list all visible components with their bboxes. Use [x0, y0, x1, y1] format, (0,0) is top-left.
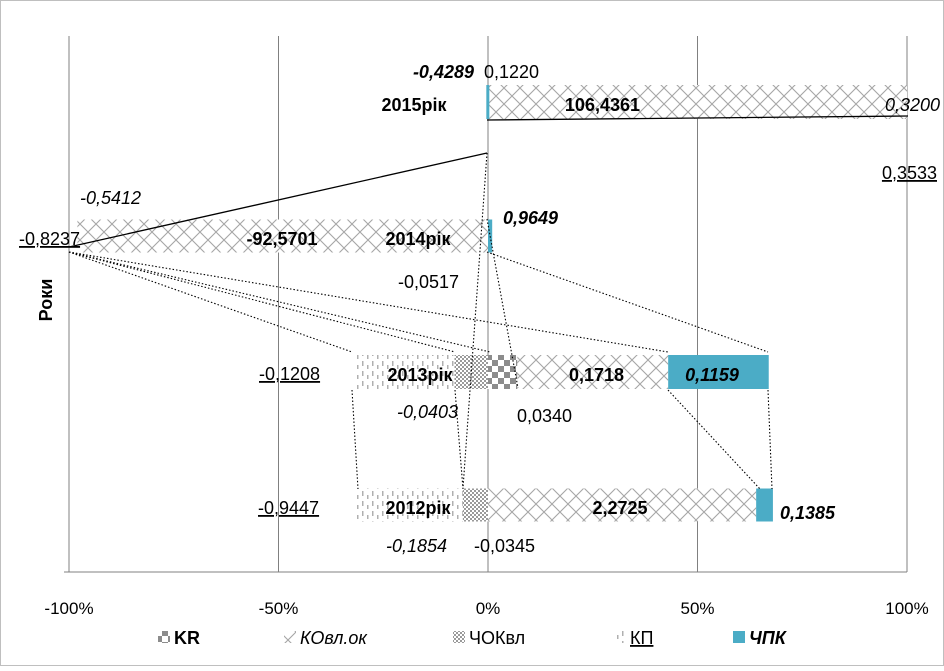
bar-KP-2012рік: [353, 488, 463, 522]
bar-CHOK-2013рік: [454, 355, 488, 389]
connector-line-0: [486, 115, 909, 121]
data-label-KP-2012рік: -0,9447: [258, 498, 319, 518]
connector-line-1: [68, 152, 488, 248]
category-label: 2015рік: [381, 95, 447, 115]
legend-label-KO: КОвл.ок: [300, 628, 368, 648]
bar-KR-2013рік: [488, 355, 518, 389]
dotted-connector-2: [68, 251, 491, 353]
legend-label-CHOK: ЧОКвл: [469, 628, 525, 648]
data-label-KR-2012рік: -0,0345: [474, 536, 535, 556]
data-label-KR-2015рік: 0,1220: [484, 62, 539, 82]
bar-KP-2013рік: [353, 355, 455, 389]
data-label-KO-2014рік: -92,5701: [246, 229, 317, 249]
legend-swatch-CHPK: [733, 631, 745, 643]
data-label-KO-2015рік: 106,4361: [565, 95, 640, 115]
data-label-KP-2015рік: 0,3533: [882, 163, 937, 183]
x-tick-label: 50%: [680, 599, 714, 618]
dotted-connector-4: [486, 251, 769, 353]
data-label-CHPK-2012рік: 0,1385: [780, 503, 836, 523]
dotted-connector-8: [454, 389, 464, 490]
x-tick-label: -50%: [259, 599, 299, 618]
data-label-CHPK-2015рік: -0,4289: [413, 62, 474, 82]
bar-KO-2014рік: [77, 219, 488, 253]
data-label-CHOK-2015рік: 0,3200: [885, 95, 940, 115]
dotted-connector-0: [68, 251, 353, 353]
category-label: 2012рік: [385, 498, 451, 518]
legend-swatch-CHOK: [453, 631, 465, 643]
dotted-connector-9: [667, 389, 761, 490]
data-label-KO-2012рік: 2,2725: [592, 498, 647, 518]
bar-CHPK-2013рік: [668, 355, 769, 389]
data-label-KR-2014рік: -0,0517: [398, 272, 459, 292]
legend-swatch-KR: [158, 631, 170, 643]
category-label: 2013рік: [387, 365, 453, 385]
bar-CHPK-2015рік: [486, 85, 490, 119]
legend-label-CHPK: ЧПК: [749, 628, 788, 648]
data-label-CHOK-2012рік: -0,1854: [386, 536, 447, 556]
legend-swatch-KP: [614, 631, 626, 643]
x-tick-label: 0%: [476, 599, 501, 618]
legend-label-KR: KR: [174, 628, 200, 648]
data-label-CHOK-2014рік: -0,5412: [80, 188, 141, 208]
data-label-CHPK-2013рік: 0,1159: [685, 365, 739, 385]
x-tick-label: -100%: [44, 599, 93, 618]
x-tick-label: 100%: [885, 599, 928, 618]
bar-CHOK-2012рік: [462, 488, 488, 522]
y-axis-title: Роки: [36, 279, 56, 322]
data-label-KP-2014рік: -0,8237: [19, 229, 80, 249]
category-label: 2014рік: [385, 229, 451, 249]
dotted-connector-10: [767, 389, 773, 490]
dotted-connector-7: [351, 389, 359, 490]
data-label-CHOK-2013рік: -0,0403: [397, 402, 458, 422]
data-label-KO-2013рік: 0,1718: [569, 365, 624, 385]
legend-label-KP: КП: [630, 628, 653, 648]
bar-KO-2013рік: [517, 355, 669, 389]
data-label-KP-2013рік: -0,1208: [259, 364, 320, 384]
data-label-KR-2013рік: 0,0340: [517, 406, 572, 426]
data-label-CHPK-2014рік: 0,9649: [503, 208, 558, 228]
dotted-connector-5: [486, 218, 519, 389]
bar-CHPK-2014рік: [488, 219, 493, 253]
bar-KO-2012рік: [488, 488, 757, 522]
bar-KO-2015рік: [488, 85, 907, 119]
legend-swatch-KO: [284, 631, 296, 643]
bar-CHPK-2012рік: [756, 488, 773, 522]
